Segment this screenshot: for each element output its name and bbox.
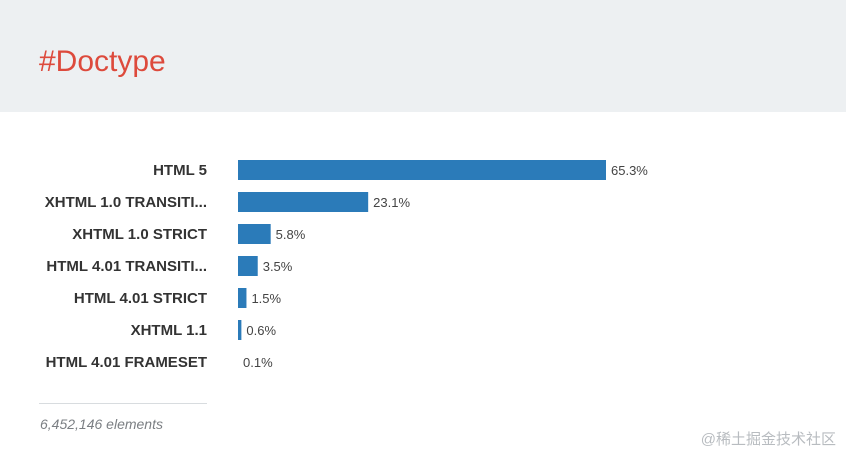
chart-title: #Doctype [39,45,166,78]
bar [238,224,271,244]
category-label: XHTML 1.0 STRICT [72,226,207,243]
header-band: #Doctype [0,0,846,112]
value-label: 1.5% [251,291,281,306]
bar [238,320,242,340]
category-label: XHTML 1.0 TRANSITI... [45,194,207,211]
bar [238,256,258,276]
element-count: 6,452,146 elements [40,416,163,432]
category-label: HTML 5 [153,162,207,179]
category-label: XHTML 1.1 [131,322,207,339]
value-label: 0.6% [246,323,276,338]
bar [238,160,606,180]
watermark: @稀土掘金技术社区 [700,431,836,448]
value-label: 5.8% [276,227,306,242]
value-label: 3.5% [263,259,293,274]
bar [238,192,369,212]
category-label: HTML 4.01 FRAMESET [46,354,207,371]
value-label: 23.1% [373,195,410,210]
value-label: 65.3% [611,163,648,178]
footer-divider [39,403,207,404]
value-label: 0.1% [243,355,273,370]
bar [238,288,247,308]
category-label: HTML 4.01 TRANSITI... [46,258,207,275]
doctype-bar-chart: HTML 5 65.3% XHTML 1.0 TRANSITI... 23.1% XHT… [45,160,648,371]
category-label: HTML 4.01 STRICT [74,290,207,307]
